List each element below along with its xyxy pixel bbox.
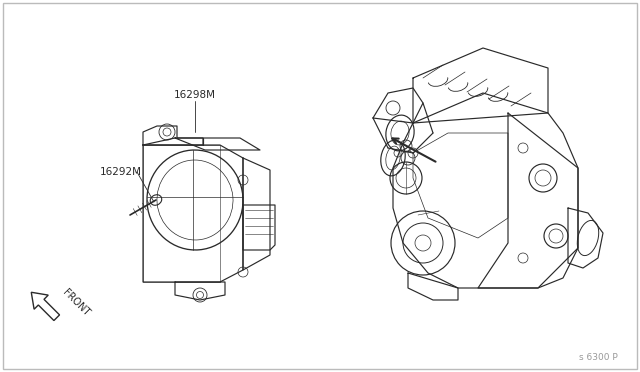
Text: 16298M: 16298M — [174, 90, 216, 100]
Text: s 6300 P: s 6300 P — [579, 353, 618, 362]
Text: 16292M: 16292M — [100, 167, 142, 177]
Text: FRONT: FRONT — [60, 288, 91, 318]
Polygon shape — [31, 292, 60, 321]
